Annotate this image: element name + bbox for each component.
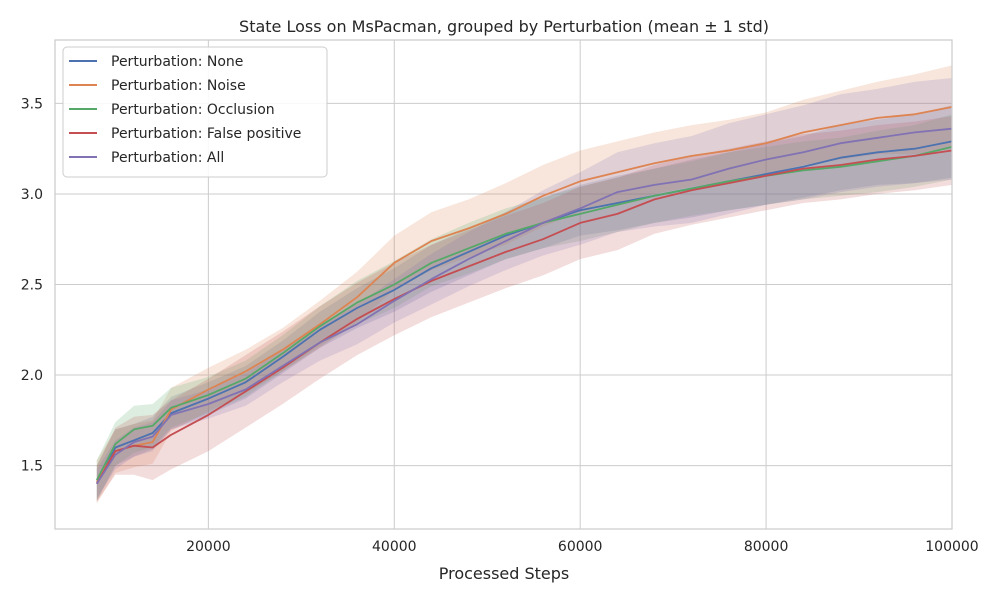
legend: Perturbation: None Perturbation: Noise Per… [62,46,328,178]
x-tick-label: 80000 [744,539,789,555]
series-line [96,127,953,485]
plot-frame [54,39,953,530]
std-bands [96,65,953,504]
x-tick-label: 20000 [186,539,231,555]
x-tick-label: 100000 [925,539,978,555]
legend-label: Perturbation: False positive [111,126,301,142]
tick-labels: 20000 40000 60000 80000 100000 1.5 2.0 2.5 3.0 3.… [21,96,979,555]
std-band [96,105,953,502]
chart-title: State Loss on MsPacman, grouped by Pertu… [239,17,769,36]
x-tick-label: 60000 [558,539,603,555]
std-band [96,114,953,501]
legend-label: Perturbation: All [111,150,224,166]
y-tick-label: 3.0 [21,187,43,203]
series-lines [95,106,953,485]
legend-label: Perturbation: Occlusion [111,102,275,118]
x-axis-title: Processed Steps [439,564,570,583]
legend-label: Perturbation: None [111,54,243,70]
legend-box [62,46,328,178]
std-band [96,65,953,504]
series-line [95,140,953,485]
y-tick-label: 3.5 [21,96,43,112]
legend-label: Perturbation: Noise [111,78,246,94]
std-band [96,78,953,499]
y-tick-label: 2.0 [21,368,43,384]
y-tick-label: 2.5 [21,278,43,294]
series-line [96,149,953,485]
series-line [95,146,953,481]
y-tick-label: 1.5 [21,459,43,475]
std-band [96,116,953,502]
x-tick-label: 40000 [372,539,417,555]
